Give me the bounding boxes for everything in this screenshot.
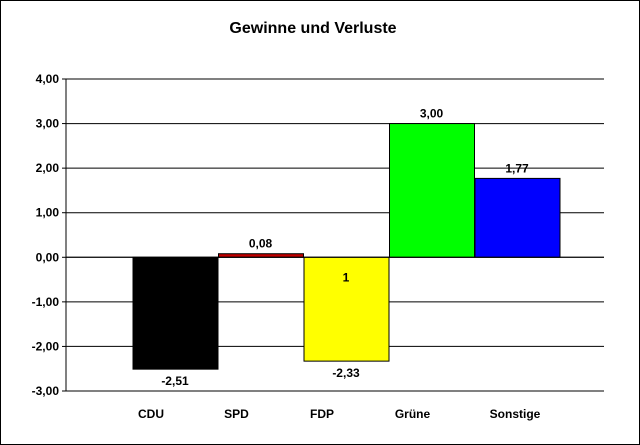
bars [132, 123, 561, 370]
bar-fdp [303, 256, 390, 362]
bar-spd [218, 253, 304, 258]
bar-cdu [132, 256, 219, 370]
y-tick-label: 3,00 [36, 117, 60, 131]
y-tick-label: 0,00 [36, 250, 60, 264]
x-category-labels: CDU SPD FDP Grüne Sonstige [138, 407, 541, 421]
data-label: -2,33 [332, 366, 360, 380]
chart-title: Gewinne und Verluste [229, 20, 396, 37]
x-category-label: SPD [224, 407, 249, 421]
y-tick-label: 2,00 [36, 161, 60, 175]
x-category-label: Grüne [395, 407, 431, 421]
data-label: 0,08 [249, 237, 273, 251]
x-category-label: FDP [310, 407, 334, 421]
bar-grüne [389, 123, 475, 258]
y-tick-label: -3,00 [32, 384, 60, 398]
bar-annotation: 1 [343, 270, 350, 284]
bar-sonstige [474, 177, 561, 258]
y-tick-labels: 4,00 3,00 2,00 1,00 0,00 -1,00 -2,00 -3,00 [32, 72, 60, 398]
data-label: -2,51 [161, 374, 189, 388]
y-tick-label: -1,00 [32, 295, 60, 309]
data-label: 1,77 [505, 161, 529, 175]
x-category-label: Sonstige [490, 407, 541, 421]
y-tick-label: 4,00 [36, 72, 60, 86]
y-tick-label: 1,00 [36, 206, 60, 220]
data-label: 3,00 [420, 107, 444, 121]
axes [62, 78, 604, 392]
y-tick-label: -2,00 [32, 339, 60, 353]
x-category-label: CDU [138, 407, 164, 421]
data-labels: -2,51 0,08 -2,33 3,00 1,77 1 [161, 107, 529, 389]
